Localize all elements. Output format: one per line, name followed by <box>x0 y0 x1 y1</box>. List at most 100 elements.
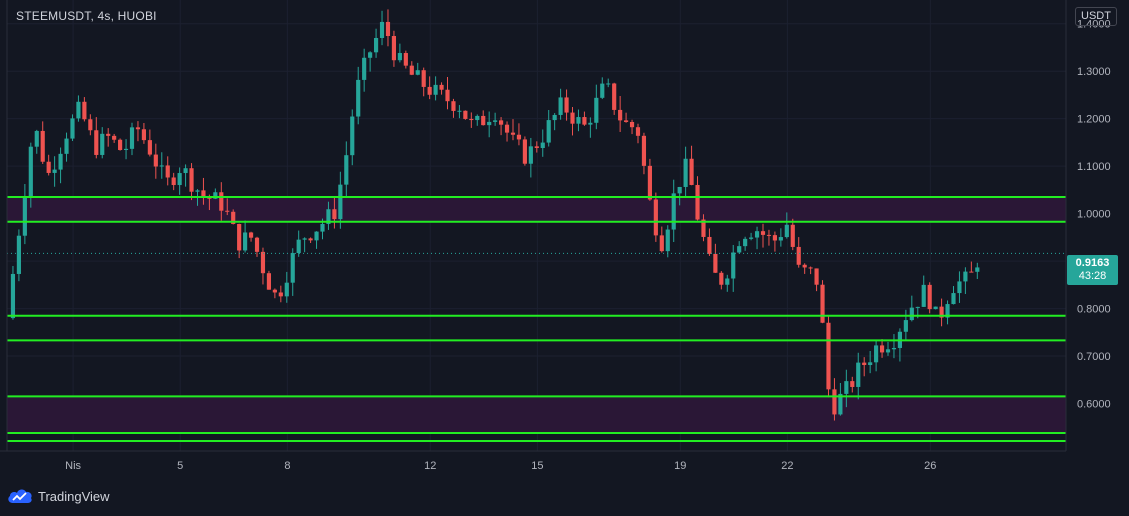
candle <box>665 229 670 252</box>
candle <box>64 138 69 154</box>
candle <box>427 86 432 95</box>
candle <box>409 65 414 75</box>
candle <box>296 239 301 254</box>
candle <box>618 109 623 121</box>
candle <box>94 130 99 155</box>
candle <box>141 129 146 141</box>
x-tick-label: 12 <box>424 460 436 472</box>
y-tick-label: 0.8000 <box>1077 304 1111 316</box>
candle <box>594 97 599 123</box>
x-tick-label: 22 <box>781 460 793 472</box>
candle <box>862 362 867 366</box>
candle <box>112 135 117 140</box>
candle <box>790 224 795 247</box>
candle <box>772 235 777 241</box>
candle <box>957 281 962 294</box>
candle <box>570 112 575 124</box>
y-tick-label: 1.0000 <box>1077 209 1111 221</box>
candle <box>540 142 545 148</box>
candle <box>713 253 718 273</box>
candle <box>40 130 45 162</box>
candle <box>475 115 480 121</box>
candle <box>290 253 295 283</box>
candle <box>737 246 742 253</box>
candle <box>76 101 81 119</box>
candle <box>159 165 164 167</box>
candle <box>582 117 587 125</box>
candle <box>695 184 700 220</box>
candle <box>153 154 158 167</box>
candle <box>302 238 307 240</box>
footer <box>0 480 1129 516</box>
candle <box>653 199 658 236</box>
y-tick-label: 1.3000 <box>1077 66 1111 78</box>
candle <box>260 251 266 274</box>
x-tick-label: 15 <box>531 460 543 472</box>
candle <box>659 235 664 252</box>
candle <box>165 165 170 178</box>
candle <box>784 224 789 238</box>
candle <box>939 306 944 318</box>
x-tick-label: 5 <box>177 460 183 472</box>
candle <box>58 153 63 170</box>
candle <box>820 284 825 323</box>
x-tick-label: Nis <box>65 460 81 472</box>
candle <box>528 146 533 164</box>
candle <box>927 284 932 310</box>
candle <box>885 349 891 353</box>
candle <box>272 289 277 293</box>
candle <box>844 381 849 394</box>
candle <box>457 110 462 112</box>
candle <box>183 168 188 174</box>
candle <box>778 237 783 241</box>
candle <box>504 124 510 133</box>
x-tick-label: 19 <box>674 460 686 472</box>
candle <box>415 70 420 75</box>
candle <box>903 320 908 332</box>
candle <box>147 140 152 155</box>
candle <box>731 252 736 279</box>
candle <box>451 101 456 111</box>
y-tick-label: 1.4000 <box>1077 19 1111 31</box>
candle <box>493 120 498 122</box>
candle <box>219 192 224 211</box>
candle <box>743 238 748 247</box>
candle <box>879 345 885 353</box>
candle <box>808 267 813 269</box>
candle <box>600 83 605 98</box>
candle <box>34 130 39 147</box>
candle <box>326 209 331 224</box>
candle <box>629 121 635 128</box>
candle <box>284 282 289 297</box>
candle <box>564 97 569 113</box>
candle <box>671 193 676 230</box>
candle <box>766 234 772 236</box>
candle <box>243 232 248 251</box>
tradingview-logo[interactable]: TradingView <box>7 488 110 504</box>
candle <box>403 53 408 66</box>
candle <box>677 186 682 194</box>
candle <box>362 57 367 80</box>
currency-badge[interactable]: USDT <box>1075 7 1117 26</box>
candle <box>433 84 438 95</box>
candle <box>373 37 379 53</box>
candle <box>689 158 694 185</box>
candle <box>391 36 397 61</box>
candle <box>332 209 337 220</box>
tradingview-brand: TradingView <box>38 488 110 504</box>
candle <box>52 169 57 173</box>
candle <box>558 97 563 115</box>
candle <box>641 135 647 166</box>
candle <box>826 322 831 390</box>
candle <box>510 132 516 135</box>
candle <box>707 236 712 254</box>
candle <box>379 21 385 38</box>
candle <box>254 237 260 252</box>
candle <box>338 184 343 220</box>
candle <box>129 127 135 149</box>
x-tick-label: 26 <box>924 460 936 472</box>
candle <box>16 235 21 274</box>
candle <box>838 393 843 415</box>
